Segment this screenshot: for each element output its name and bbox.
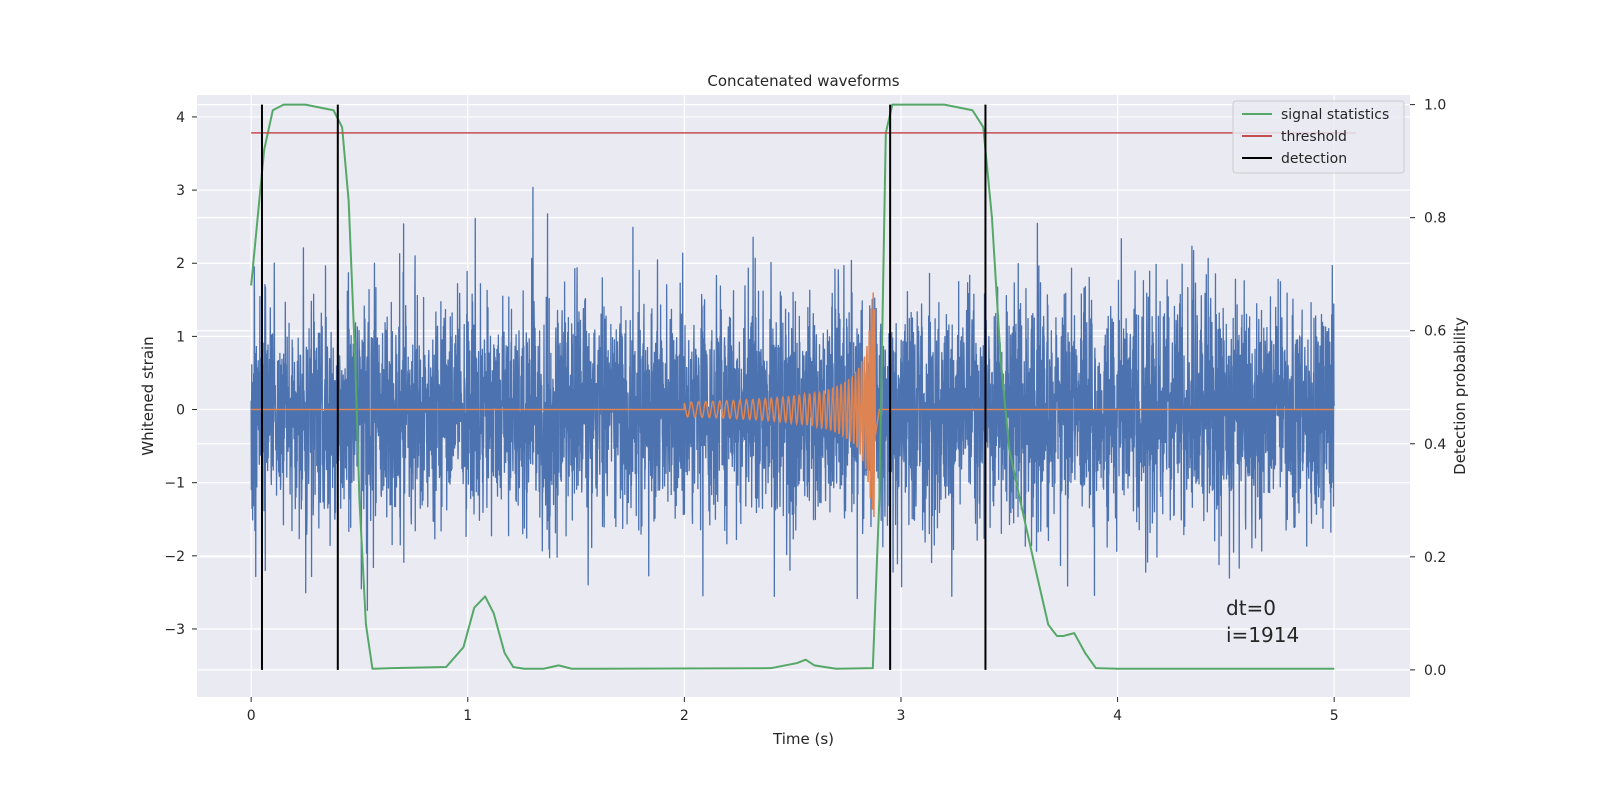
y-tick-label-0: −3 <box>164 622 185 638</box>
y2-tick-label-1: 0.2 <box>1424 550 1446 566</box>
chart-title: Concatenated waveforms <box>707 72 899 90</box>
annotations: dt=0 i=1914 <box>1226 596 1299 647</box>
legend: signal statistics threshold detection <box>1232 100 1405 174</box>
y-tick-label-6: 3 <box>176 183 185 199</box>
y2-tick-label-4: 0.8 <box>1424 211 1446 227</box>
legend-label-signal-statistics: signal statistics <box>1281 107 1389 123</box>
signal-statistics-line <box>250 103 1335 670</box>
y-tick-label-4: 1 <box>176 329 185 345</box>
annotation-dt: dt=0 <box>1226 596 1276 620</box>
y-tick-label-2: −1 <box>164 476 185 492</box>
y2-tick-label-5: 1.0 <box>1424 98 1446 114</box>
legend-label-threshold: threshold <box>1281 129 1347 145</box>
x-tick-label-2: 2 <box>680 708 689 724</box>
y-tick-label-3: 0 <box>176 403 185 419</box>
y2-tick-label-0: 0.0 <box>1424 663 1446 679</box>
injection-chirp-line <box>251 292 1335 518</box>
y-axis-label: Whitened strain <box>139 336 157 455</box>
y2-tick-label-2: 0.4 <box>1424 437 1446 453</box>
series-layer <box>250 103 1356 670</box>
x-tick-label-1: 1 <box>463 708 472 724</box>
y2-tick-label-3: 0.6 <box>1424 324 1446 340</box>
legend-label-detection: detection <box>1281 151 1347 167</box>
x-tick-label-0: 0 <box>247 708 256 724</box>
x-tick-label-5: 5 <box>1330 708 1339 724</box>
legend-box <box>1232 100 1405 174</box>
x-tick-label-3: 3 <box>897 708 906 724</box>
y-tick-label-5: 2 <box>176 256 185 272</box>
y-tick-label-1: −2 <box>164 549 185 565</box>
x-tick-label-4: 4 <box>1113 708 1122 724</box>
x-axis-label: Time (s) <box>772 730 834 748</box>
annotation-index: i=1914 <box>1226 623 1299 647</box>
strain-noise-line <box>250 186 1335 611</box>
y-tick-label-7: 4 <box>176 110 185 126</box>
axes-layer: 0 1 2 3 4 5 −3 −2 −1 0 1 2 3 4 0.0 0.2 0.4 0.6 0.8 1.0 <box>164 98 1446 724</box>
y2-axis-label: Detection probability <box>1451 317 1469 475</box>
